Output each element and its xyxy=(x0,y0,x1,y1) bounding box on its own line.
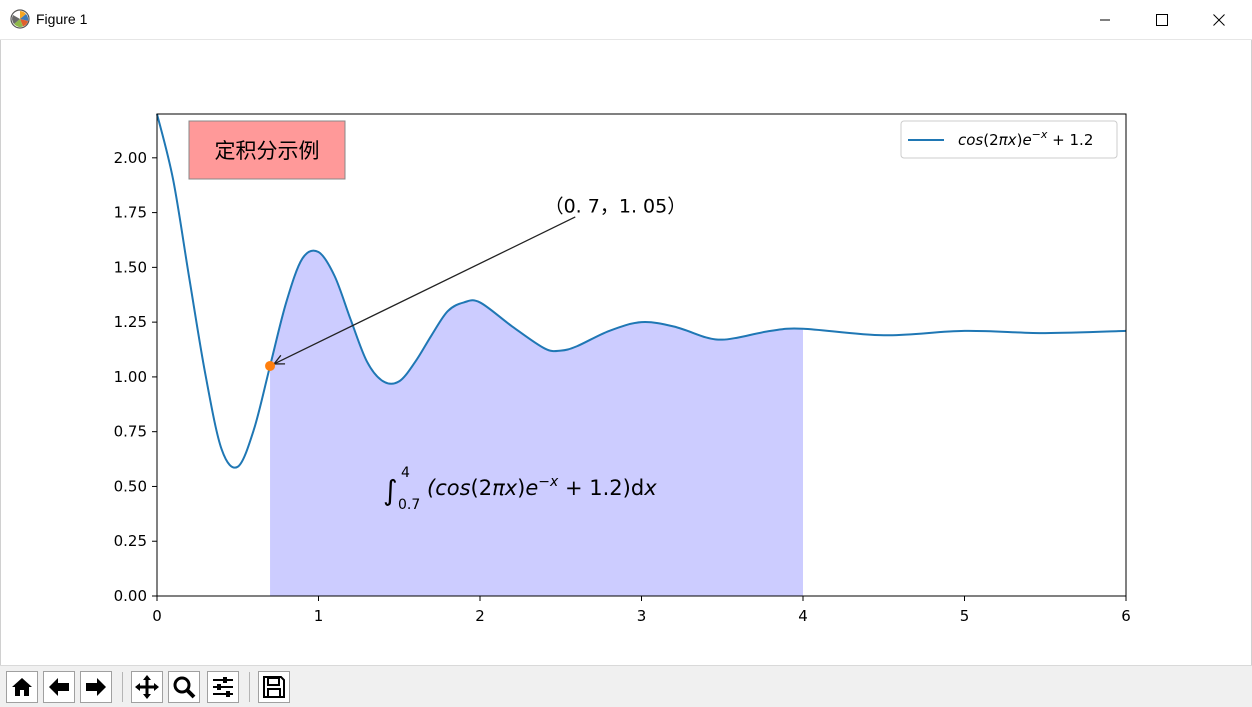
curve-layer xyxy=(156,113,1127,469)
home-button[interactable] xyxy=(6,671,38,703)
integral-upper-limit: 4 xyxy=(401,465,410,481)
integral-fill-layer xyxy=(270,250,803,596)
integral-lower-limit: 0.7 xyxy=(398,497,420,513)
annotation-label: （0. 7，1. 05） xyxy=(545,196,687,218)
save-icon xyxy=(263,676,285,698)
home-icon xyxy=(12,678,32,696)
y-tick-label: 1.75 xyxy=(114,204,147,222)
y-tick-label: 0.75 xyxy=(114,423,147,441)
forward-button[interactable] xyxy=(80,671,112,703)
y-tick-label: 1.50 xyxy=(114,258,147,276)
x-tick-label: 1 xyxy=(314,607,324,625)
y-tick-label: 0.25 xyxy=(114,532,147,550)
matplotlib-logo-icon xyxy=(10,9,30,29)
save-button[interactable] xyxy=(258,671,290,703)
x-tick-label: 2 xyxy=(475,607,485,625)
maximize-icon xyxy=(1156,13,1168,26)
window-border-left xyxy=(0,40,1,665)
back-button[interactable] xyxy=(43,671,75,703)
minimize-button[interactable] xyxy=(1082,0,1128,39)
pan-button[interactable] xyxy=(131,671,163,703)
maximize-button[interactable] xyxy=(1139,0,1185,39)
y-tick-label: 1.00 xyxy=(114,368,147,386)
x-tick-label: 3 xyxy=(637,607,647,625)
axes-layer: 0 1 2 3 4 5 6 0.00 0.25 0.50 0.75 1.00 1.25 1.50 1.75 2… xyxy=(114,113,1131,625)
chart-svg[interactable]: 0 1 2 3 4 5 6 0.00 0.25 0.50 0.75 1.00 1.25 1.50 1.75 2… xyxy=(1,40,1251,665)
pan-icon xyxy=(135,675,159,699)
integral-formula: ∫ 4 0.7 (cos(2πx)e−x + 1.2)dx xyxy=(383,465,657,513)
x-tick-label: 6 xyxy=(1121,607,1131,625)
figure-canvas[interactable]: 0 1 2 3 4 5 6 0.00 0.25 0.50 0.75 1.00 1.25 1.50 1.75 2… xyxy=(1,40,1251,665)
zoom-button[interactable] xyxy=(168,671,200,703)
configure-subplots-icon xyxy=(213,677,233,697)
annotation-arrow-line xyxy=(273,216,576,365)
legend-label: cos(2πx)e−x + 1.2 xyxy=(958,128,1093,149)
toolbar-separator xyxy=(122,672,123,702)
integral-sign: ∫ xyxy=(383,474,398,507)
x-tick-label: 0 xyxy=(152,607,162,625)
navigation-toolbar xyxy=(0,665,1252,707)
integral-fill-area xyxy=(270,250,803,596)
close-icon xyxy=(1213,13,1225,26)
title-box-background xyxy=(188,120,346,180)
series-line xyxy=(156,113,1127,469)
integrand-text: (cos(2πx)e−x + 1.2)dx xyxy=(427,474,657,500)
window-title: Figure 1 xyxy=(36,11,88,27)
legend: cos(2πx)e−x + 1.2 xyxy=(900,120,1118,159)
title-bar: Figure 1 xyxy=(0,0,1252,40)
forward-arrow-icon xyxy=(86,678,106,696)
toolbar-separator xyxy=(249,672,250,702)
x-tick-label: 5 xyxy=(960,607,970,625)
annotated-point xyxy=(265,360,276,371)
y-tick-label: 2.00 xyxy=(114,149,147,167)
legend-frame xyxy=(900,120,1118,159)
back-arrow-icon xyxy=(49,678,69,696)
y-tick-label: 0.00 xyxy=(114,587,147,605)
chart-title: 定积分示例 xyxy=(215,139,320,163)
close-button[interactable] xyxy=(1196,0,1242,39)
annotation-layer: （0. 7，1. 05） xyxy=(265,196,686,371)
y-tick-label: 1.25 xyxy=(114,313,147,331)
minimize-icon xyxy=(1100,19,1110,20)
zoom-icon xyxy=(173,676,196,699)
x-tick-label: 4 xyxy=(798,607,808,625)
y-tick-label: 0.50 xyxy=(114,477,147,495)
chart-title-box: 定积分示例 xyxy=(188,120,346,180)
configure-subplots-button[interactable] xyxy=(207,671,239,703)
